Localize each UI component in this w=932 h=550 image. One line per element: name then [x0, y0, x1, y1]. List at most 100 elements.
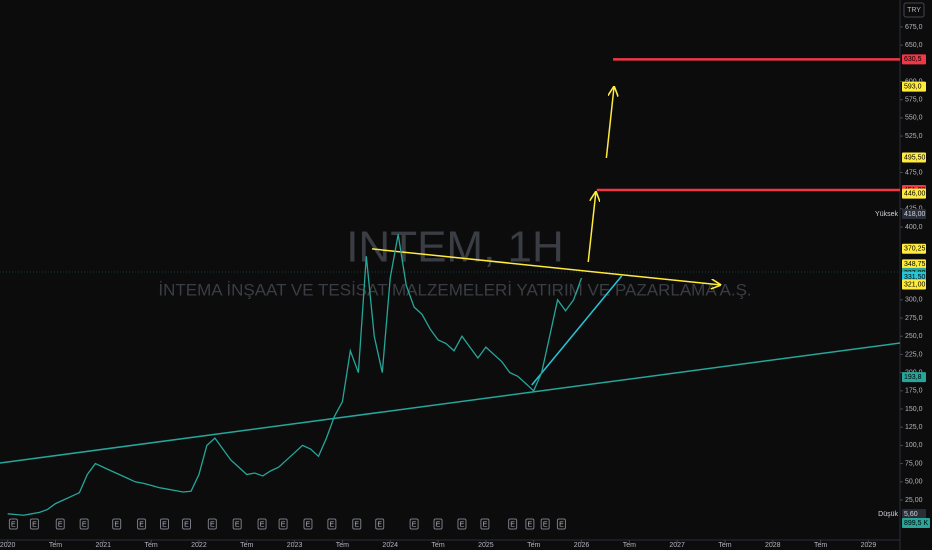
y-tick-label: 475,0: [905, 169, 923, 176]
earnings-label: E: [460, 521, 465, 528]
earnings-box: [207, 518, 217, 530]
x-tick-label: Tem: [240, 542, 253, 549]
price-label-box: [902, 509, 926, 520]
y-tick-label: 25,00: [905, 497, 923, 504]
y-tick-label: 300,0: [905, 297, 923, 304]
earnings-box: [556, 518, 566, 530]
price-label: 418,00: [904, 211, 926, 218]
earnings-box: [55, 518, 65, 530]
currency-box[interactable]: [903, 2, 925, 18]
x-tick-label: Tem: [49, 542, 62, 549]
price-label: 593,0: [904, 83, 922, 90]
y-tick-label: 225,0: [905, 351, 923, 358]
earnings-label: E: [543, 521, 548, 528]
price-label-box: [902, 208, 926, 219]
trendline: [605, 87, 614, 159]
x-tick-label: 2029: [861, 542, 877, 549]
volume-label: 899,5 K: [904, 520, 928, 527]
earnings-box: [352, 518, 362, 530]
earnings-label: E: [11, 521, 16, 528]
y-tick-label: 650,0: [905, 42, 923, 49]
price-label: 331,50: [904, 274, 926, 281]
watermark-subtitle: İNTEMA İNŞAAT VE TESİSAT MALZEMELERİ YAT…: [158, 280, 751, 299]
x-tick-label: 2024: [382, 542, 398, 549]
x-tick-label: 2027: [669, 542, 685, 549]
earnings-box: [112, 518, 122, 530]
earnings-box: [409, 518, 419, 530]
earnings-box: [8, 518, 18, 530]
earnings-label: E: [330, 521, 335, 528]
earnings-box: [375, 518, 385, 530]
earnings-box: [79, 518, 89, 530]
earnings-label: E: [210, 521, 215, 528]
earnings-box: [303, 518, 313, 530]
x-tick-label: 2020: [0, 542, 16, 549]
earnings-box: [137, 518, 147, 530]
trendline: [587, 192, 596, 263]
price-label-box: [902, 188, 926, 199]
price-label: 446,00: [904, 190, 926, 197]
earnings-label: E: [139, 521, 144, 528]
y-tick-label: 100,0: [905, 442, 923, 449]
x-tick-label: Tem: [623, 542, 636, 549]
x-tick-label: 2025: [478, 542, 494, 549]
price-label: 5,60: [904, 511, 918, 518]
price-label-box: [902, 243, 926, 254]
trendline: [531, 275, 623, 386]
earnings-box: [508, 518, 518, 530]
y-tick-label: 150,0: [905, 406, 923, 413]
price-label-box: [902, 54, 926, 65]
price-label-box: [902, 259, 926, 270]
earnings-label: E: [354, 521, 359, 528]
x-tick-label: Tem: [431, 542, 444, 549]
price-label-box: [902, 152, 926, 163]
x-tick-label: Tem: [814, 542, 827, 549]
y-tick-label: 175,0: [905, 388, 923, 395]
earnings-box: [232, 518, 242, 530]
earnings-label: E: [82, 521, 87, 528]
earnings-label: E: [58, 521, 63, 528]
earnings-label: E: [528, 521, 533, 528]
y-tick-label: 525,0: [905, 133, 923, 140]
x-tick-label: Tem: [336, 542, 349, 549]
earnings-label: E: [114, 521, 119, 528]
earnings-label: E: [306, 521, 311, 528]
earnings-box: [160, 518, 170, 530]
y-tick-label: 125,0: [905, 424, 923, 431]
watermark: INTEM, 1H: [346, 223, 564, 272]
y-tick-label: 575,0: [905, 97, 923, 104]
earnings-label: E: [235, 521, 240, 528]
x-tick-label: Tem: [144, 542, 157, 549]
earnings-box: [257, 518, 267, 530]
earnings-label: E: [483, 521, 488, 528]
earnings-box: [29, 518, 39, 530]
volume-label-box: [902, 518, 930, 528]
earnings-box: [457, 518, 467, 530]
x-tick-label: 2026: [574, 542, 590, 549]
price-label: 193,8: [904, 374, 922, 381]
price-label: 348,75: [904, 261, 926, 268]
price-label-box: [902, 81, 926, 92]
earnings-box: [525, 518, 535, 530]
price-label: 321,00: [904, 281, 926, 288]
earnings-label: E: [559, 521, 564, 528]
earnings-label: E: [412, 521, 417, 528]
earnings-label: E: [260, 521, 265, 528]
earnings-box: [327, 518, 337, 530]
earnings-label: E: [281, 521, 286, 528]
earnings-box: [182, 518, 192, 530]
currency[interactable]: TRY: [907, 7, 921, 14]
earnings-box: [278, 518, 288, 530]
y-tick-label: 250,0: [905, 333, 923, 340]
price-label-box: [902, 279, 926, 290]
price-line: [7, 234, 583, 516]
earnings-label: E: [184, 521, 189, 528]
price-label-box: [902, 271, 926, 282]
price-label: 495,50: [904, 154, 926, 161]
earnings-label: E: [510, 521, 515, 528]
y-tick-label: 675,0: [905, 24, 923, 31]
x-tick-label: 2022: [191, 542, 207, 549]
x-tick-label: 2023: [287, 542, 303, 549]
